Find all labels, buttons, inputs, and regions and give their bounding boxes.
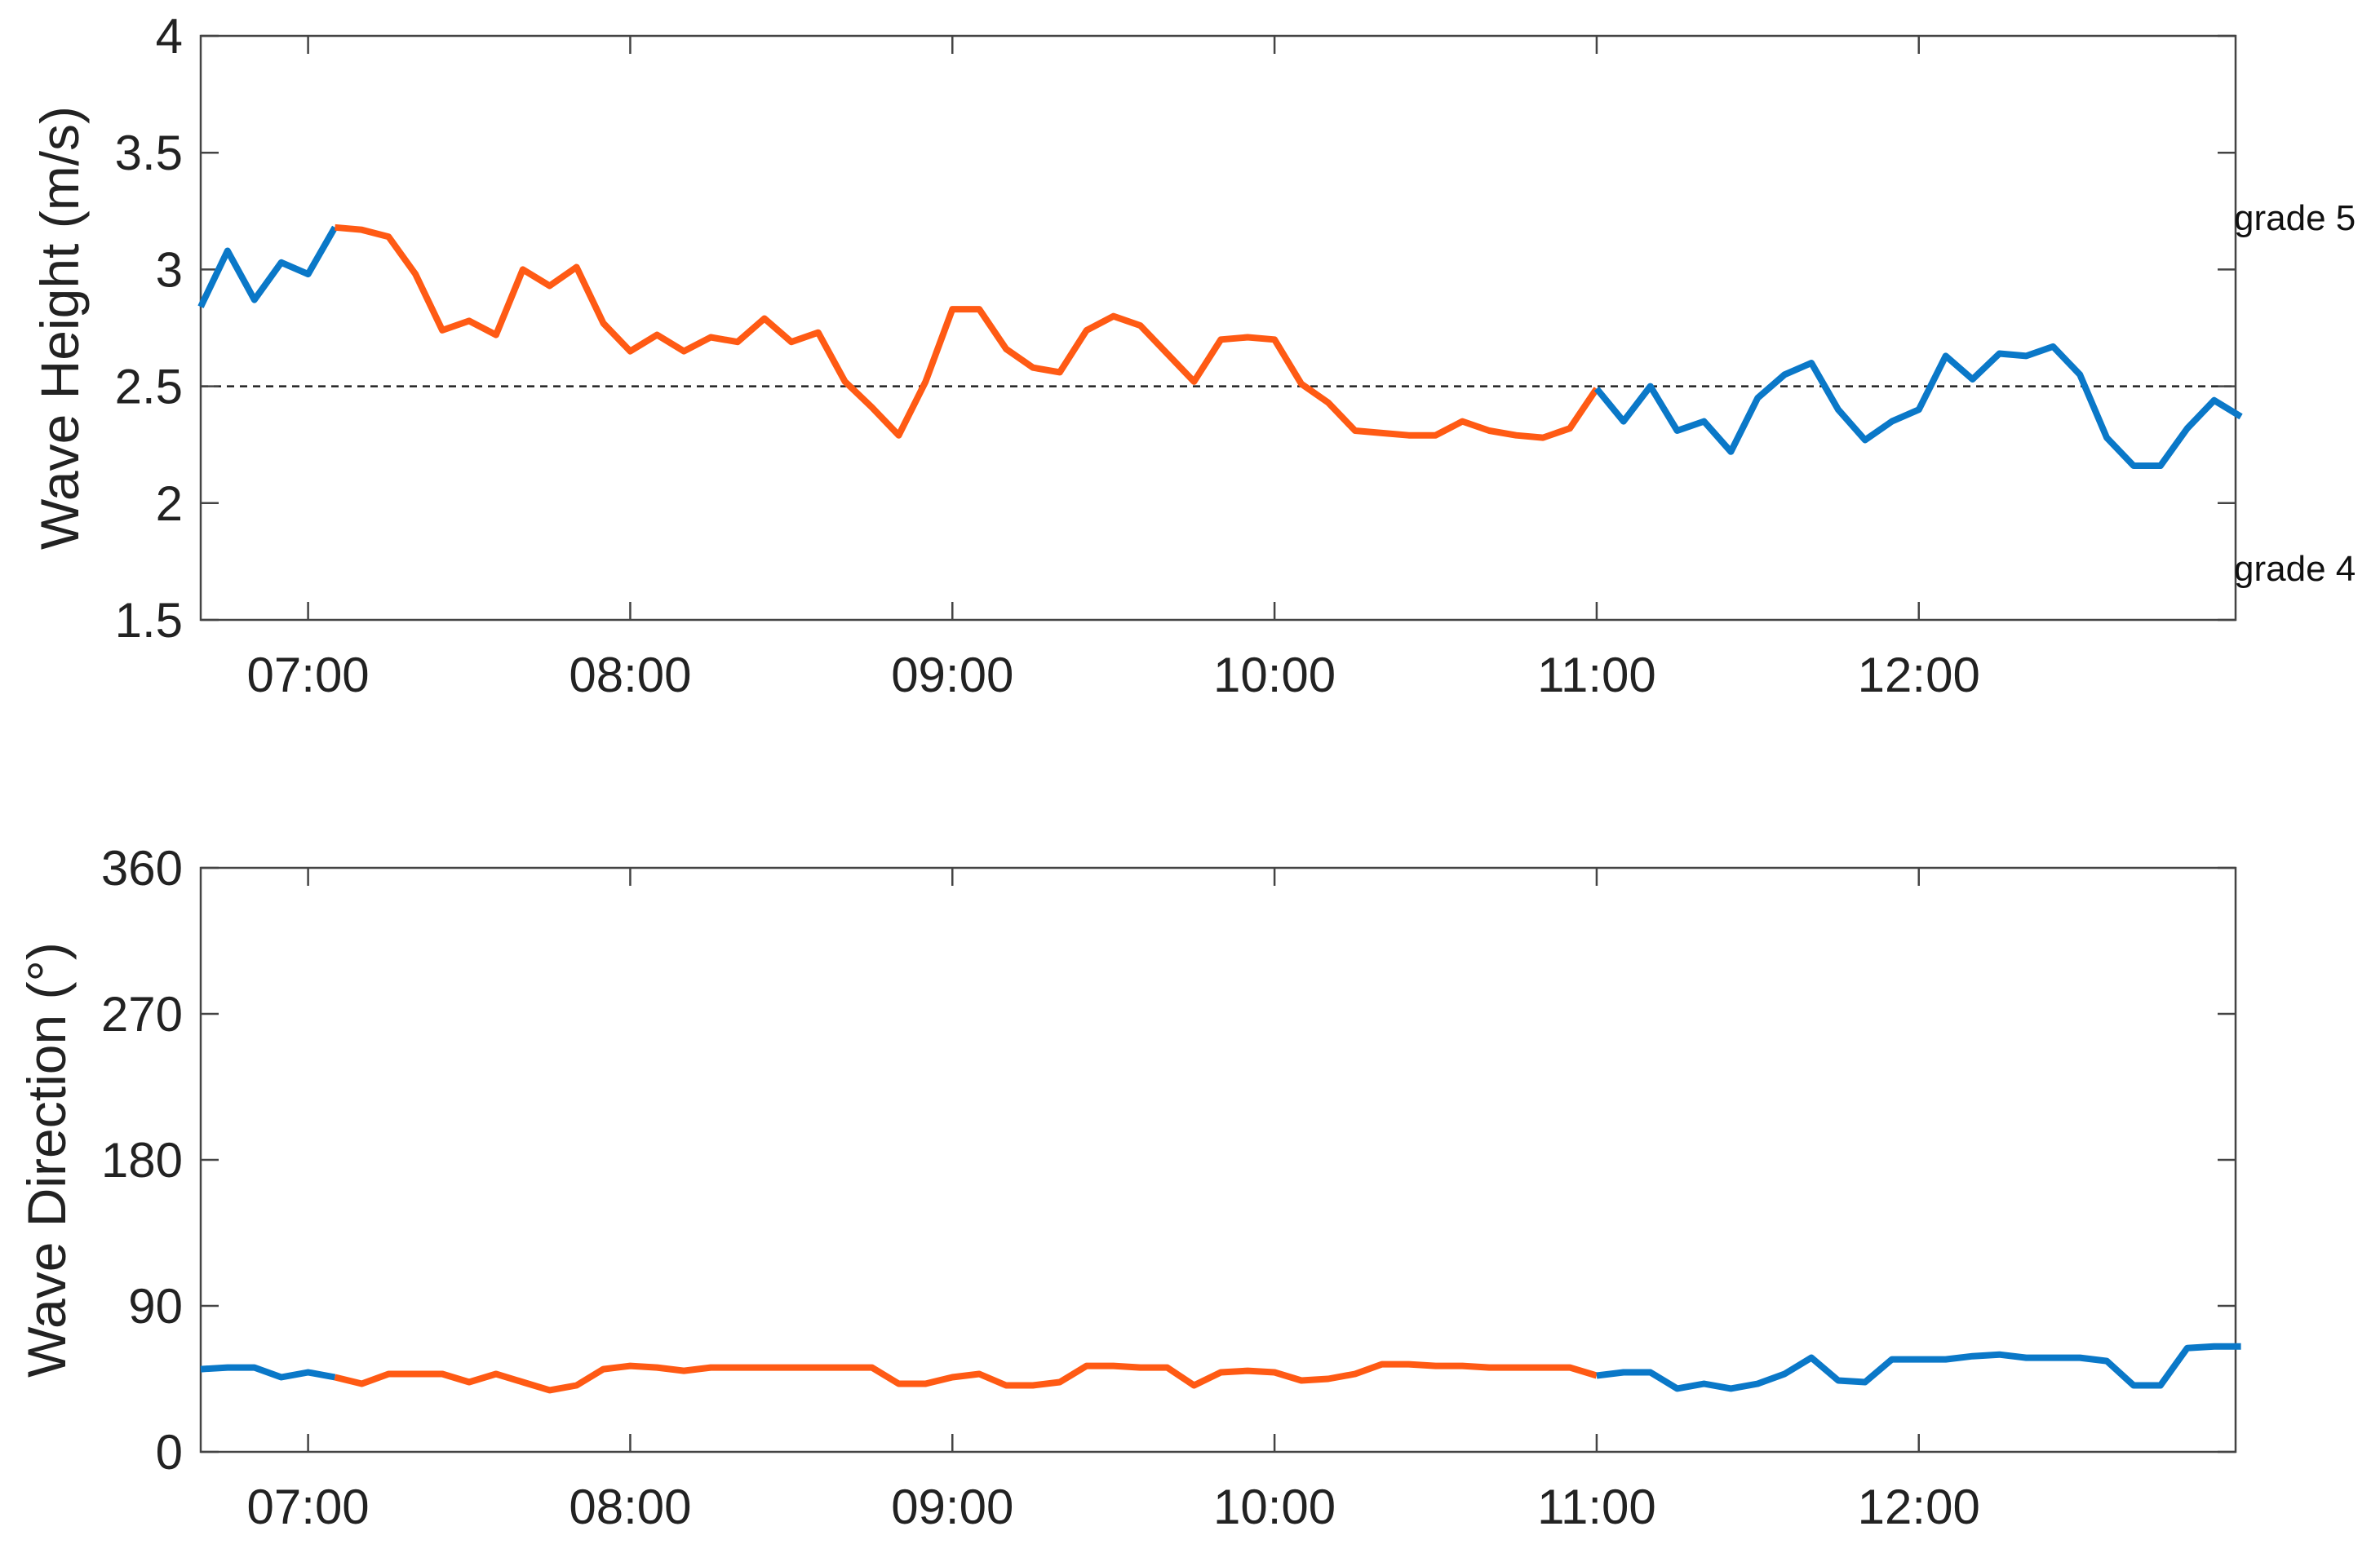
y-tick-labels: 1.5 2 2.5 3 3.5 4 [115, 9, 183, 648]
tick-marks [201, 34, 2236, 622]
wave-height-series [197, 223, 2243, 469]
series-line-segment [335, 223, 1600, 441]
y-tick-label: 0 [156, 1425, 183, 1480]
series-line-segment [197, 225, 338, 308]
x-tick-label: 11:00 [1537, 648, 1656, 702]
y-tick-label: 2.5 [115, 360, 183, 414]
y-axis-title: Wave Direction (°) [16, 942, 77, 1378]
y-tick-label: 3.5 [115, 126, 183, 180]
plot-frame [199, 34, 2237, 622]
y-tick-labels: 0 90 180 270 360 [101, 841, 183, 1480]
y-tick-label: 2 [156, 476, 183, 531]
x-tick-label: 08:00 [569, 648, 691, 702]
x-tick-label: 07:00 [247, 1480, 370, 1534]
x-tick-labels: 07:00 08:00 09:00 10:00 11:00 12:00 [247, 1480, 1980, 1534]
y-tick-label: 3 [156, 242, 183, 297]
tick-marks [201, 866, 2236, 1453]
y-tick-label: 270 [101, 987, 183, 1042]
y-tick-label: 4 [156, 9, 183, 64]
y-tick-label: 360 [101, 841, 183, 896]
wave-direction-series [200, 1343, 2241, 1394]
x-tick-label: 08:00 [569, 1480, 691, 1534]
wave-direction-panel: 0 90 180 270 360 07:00 08:00 09:00 10:00 11:00 12… [16, 841, 2241, 1534]
wave-height-panel: 1.5 2 2.5 3 3.5 4 07:00 08:00 09:00 10:00 11:00 12… [29, 9, 2356, 702]
y-tick-label: 1.5 [115, 593, 183, 648]
series-line-segment [1596, 1343, 2241, 1392]
x-tick-label: 10:00 [1213, 1480, 1336, 1534]
x-tick-label: 12:00 [1858, 648, 1980, 702]
x-tick-label: 10:00 [1213, 648, 1336, 702]
series-line-segment [334, 1361, 1598, 1394]
x-tick-label: 09:00 [891, 1480, 1013, 1534]
series-line-segment [1593, 343, 2243, 469]
x-tick-label: 12:00 [1858, 1480, 1980, 1534]
x-tick-labels: 07:00 08:00 09:00 10:00 11:00 12:00 [247, 648, 1980, 702]
y-tick-label: 180 [101, 1133, 183, 1188]
series-line-segment [200, 1364, 336, 1381]
x-tick-label: 09:00 [891, 648, 1013, 702]
y-tick-label: 90 [128, 1279, 183, 1334]
y-axis-title: Wave Height (m/s) [29, 106, 90, 550]
x-tick-label: 11:00 [1537, 1480, 1656, 1534]
grade-5-label: grade 5 [2234, 198, 2356, 238]
plot-frame [199, 866, 2237, 1453]
grade-4-label: grade 4 [2234, 549, 2356, 589]
x-tick-label: 07:00 [247, 648, 370, 702]
